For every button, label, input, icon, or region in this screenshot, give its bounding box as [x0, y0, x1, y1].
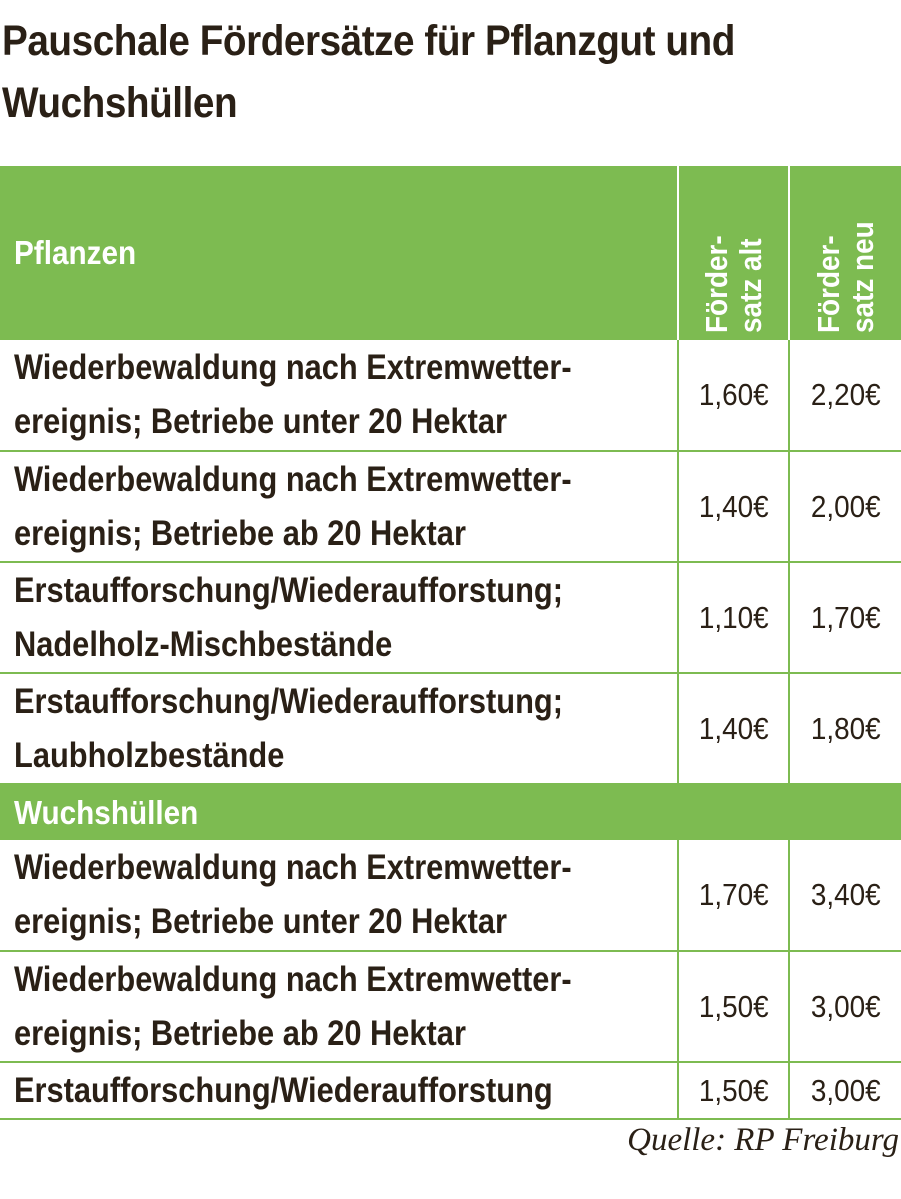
rate-old: 1,50€ [677, 951, 789, 1063]
rate-old: 1,40€ [677, 451, 789, 563]
table-row: Wiederbewaldung nach Extremwetter- ereig… [0, 340, 901, 452]
table-row: Wiederbewaldung nach Extremwetter- ereig… [0, 840, 901, 952]
row-description: Wiederbewaldung nach Extremwetter- ereig… [0, 840, 678, 952]
source-credit: Quelle: RP Freiburg [627, 1122, 899, 1158]
rate-new: 1,70€ [788, 562, 901, 674]
section-header-wuchshuellen: Wuchshüllen [0, 784, 901, 840]
table-row: Erstaufforschung/Wiederaufforstung; Laub… [0, 673, 901, 785]
header-alt-line2: satz alt [732, 238, 768, 333]
rate-old: 1,40€ [677, 673, 789, 785]
table-row: Erstaufforschung/Wiederaufforstung 1,50€… [0, 1062, 901, 1120]
row-description: Erstaufforschung/Wiederaufforstung; Laub… [0, 673, 678, 785]
rate-new: 2,00€ [788, 451, 901, 563]
rate-new: 2,20€ [788, 340, 901, 452]
header-neu-line1: Förder- [810, 235, 846, 333]
rate-new: 1,80€ [788, 673, 901, 785]
row-description: Erstaufforschung/Wiederaufforstung; Nade… [0, 562, 678, 674]
table-row: Wiederbewaldung nach Extremwetter- ereig… [0, 951, 901, 1063]
section-title: Wuchshüllen [0, 784, 901, 840]
rate-old: 1,70€ [677, 840, 789, 952]
row-description: Wiederbewaldung nach Extremwetter- ereig… [0, 340, 678, 452]
funding-rates-table: Pflanzen Förder- satz alt Förder- satz n… [0, 166, 901, 1120]
header-alt-line1: Förder- [698, 235, 734, 333]
table-row: Wiederbewaldung nach Extremwetter- ereig… [0, 451, 901, 563]
rate-new: 3,40€ [788, 840, 901, 952]
header-pflanzen: Pflanzen [0, 166, 678, 340]
rate-old: 1,10€ [677, 562, 789, 674]
rate-old: 1,60€ [677, 340, 789, 452]
rate-new: 3,00€ [788, 1062, 901, 1120]
header-neu-line2: satz neu [844, 221, 880, 333]
table-row: Erstaufforschung/Wiederaufforstung; Nade… [0, 562, 901, 674]
rate-new: 3,00€ [788, 951, 901, 1063]
header-foerdersatz-neu: Förder- satz neu [788, 166, 901, 340]
header-foerdersatz-alt: Förder- satz alt [677, 166, 789, 340]
rate-old: 1,50€ [677, 1062, 789, 1120]
row-description: Erstaufforschung/Wiederaufforstung [0, 1062, 678, 1120]
row-description: Wiederbewaldung nach Extremwetter- ereig… [0, 951, 678, 1063]
table-header-row: Pflanzen Förder- satz alt Förder- satz n… [0, 166, 901, 340]
row-description: Wiederbewaldung nach Extremwetter- ereig… [0, 451, 678, 563]
page-title: Pauschale Fördersätze für Pflanzgut und … [2, 17, 735, 127]
